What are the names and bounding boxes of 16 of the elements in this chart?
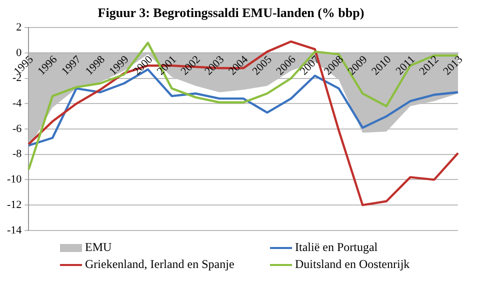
y-tick-label: -8	[12, 148, 22, 160]
y-tick-label: 0	[16, 46, 22, 59]
legend-label: Italië en Portugal	[295, 240, 378, 255]
y-tick-label: -10	[6, 174, 22, 186]
y-tick-label: 2	[16, 21, 22, 34]
legend-label: Duitsland en Oostenrijk	[295, 257, 410, 272]
y-tick-label: -14	[6, 224, 22, 236]
y-tick-label: -12	[6, 198, 22, 211]
legend-label: EMU	[85, 240, 112, 255]
y-tick-label: -4	[12, 98, 22, 110]
y-tick-label: -6	[12, 122, 22, 135]
legend-label: Griekenland, Ierland en Spanje	[85, 257, 234, 272]
x-tick-label: 2001	[154, 54, 179, 78]
chart-title: Figuur 3: Begrotingssaldi EMU-landen (% bbp)	[98, 5, 364, 20]
y-tick-label: -2	[12, 72, 22, 84]
x-tick-label: 2011	[394, 54, 418, 78]
